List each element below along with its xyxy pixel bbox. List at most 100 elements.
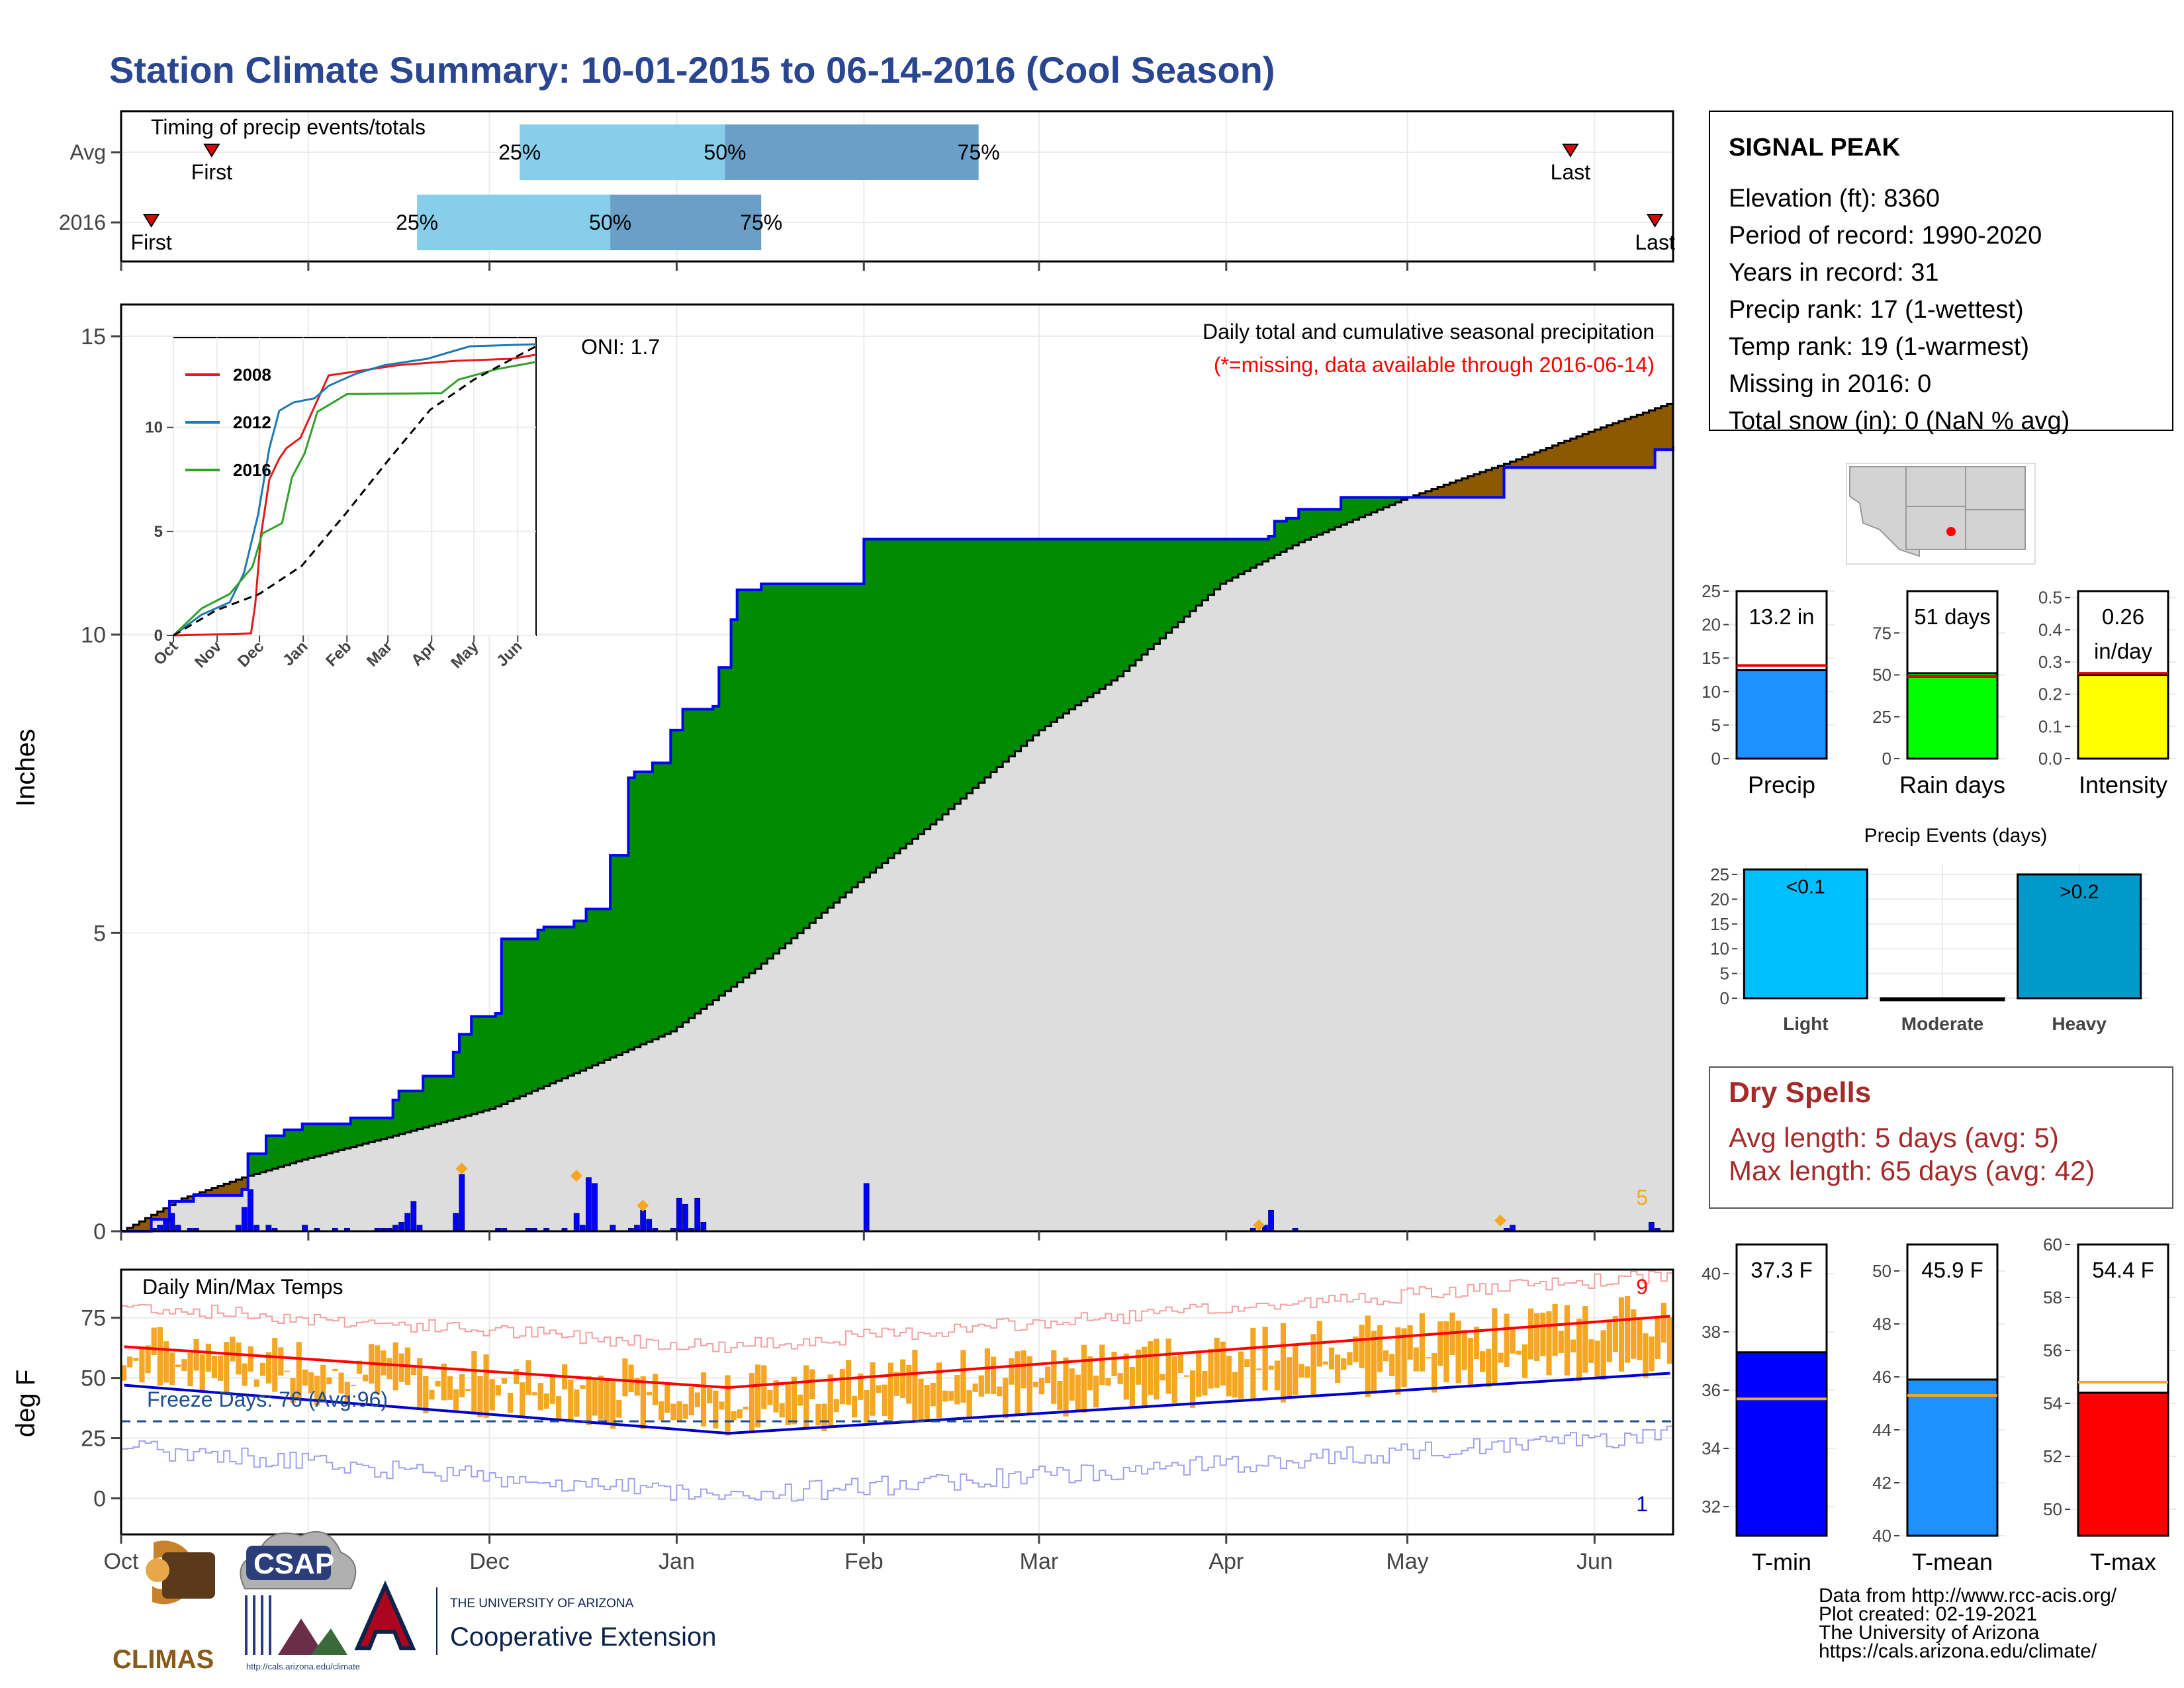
daily-precip-bar (573, 1213, 580, 1232)
stat-bar (1906, 1378, 1999, 1537)
precip-above-avg-area (423, 1076, 430, 1128)
precip-above-avg-area (676, 729, 684, 1027)
precip-above-avg-area (743, 590, 750, 978)
daily-temp-range-bar (1504, 1313, 1510, 1367)
daily-temp-range-bar (876, 1385, 882, 1393)
daily-temp-range-bar (1528, 1308, 1534, 1360)
daily-temp-range-bar (972, 1383, 978, 1392)
precip-above-avg-area (253, 1153, 261, 1174)
precip-above-avg-area (1099, 539, 1106, 689)
precip-below-avg-area (1443, 485, 1450, 498)
precip-above-avg-area (761, 584, 768, 964)
daily-temp-range-bar (514, 1369, 520, 1384)
stat-category-label: T-min (1752, 1548, 1811, 1575)
precip-above-avg-area (652, 763, 659, 1039)
stat-y-tick-label: 50 (1872, 665, 1891, 685)
cumulative-precip-panel: 0 5 10 15 Inches Daily total and cumulative… (11, 303, 1674, 1244)
stat-bar (1735, 1351, 1828, 1537)
timing-row-label: Avg (69, 140, 106, 164)
precip-above-avg-area (906, 539, 913, 844)
daily-temp-range-bar (659, 1401, 664, 1421)
precip-above-avg-area (1093, 539, 1100, 693)
daily-temp-range-bar (483, 1354, 489, 1418)
daily-temp-range-bar (205, 1343, 211, 1372)
precip-above-avg-area (338, 1123, 345, 1150)
record-min-line (121, 1425, 1673, 1502)
stat-category-label: T-max (2090, 1548, 2156, 1575)
daily-temp-range-bar (1123, 1353, 1129, 1400)
daily-temp-range-bar (429, 1389, 435, 1400)
precip-above-avg-area (284, 1129, 291, 1165)
daily-temp-range-bar (1443, 1321, 1449, 1383)
precip-above-avg-area (1328, 509, 1336, 530)
precip-above-avg-area (362, 1117, 369, 1144)
timing-first-marker (142, 214, 160, 228)
precip-above-avg-area (882, 539, 889, 863)
daily-temp-range-bar (1455, 1320, 1461, 1383)
daily-temp-range-bar (803, 1365, 809, 1430)
daily-temp-range-bar (507, 1393, 514, 1413)
daily-temp-range-bar (1069, 1368, 1075, 1401)
temp-y-tick-label: 50 (81, 1366, 106, 1391)
events-y-tick-label: 10 (1710, 939, 1729, 959)
precip-above-avg-area (265, 1135, 273, 1171)
precip-above-avg-area (670, 729, 678, 1032)
daily-temp-range-bar (1383, 1350, 1389, 1362)
precip-above-avg-area (622, 855, 629, 1053)
precip-above-avg-area (441, 1076, 448, 1123)
daily-temp-range-bar (1045, 1366, 1051, 1383)
timing-q50-label: 50% (589, 211, 631, 234)
inset-series-line (173, 353, 537, 637)
events-y-tick-label: 25 (1710, 865, 1729, 884)
precip-above-avg-area (1021, 539, 1028, 746)
daily-temp-range-bar (1232, 1372, 1238, 1398)
daily-temp-range-bar (242, 1363, 248, 1386)
daily-temp-range-bar (1099, 1344, 1105, 1385)
daily-temp-range-bar (224, 1342, 230, 1393)
record-max-line (121, 1270, 1673, 1354)
daily-temp-range-bar (1268, 1366, 1274, 1370)
precip-above-avg-area (1057, 539, 1064, 718)
daily-precip-bar (453, 1213, 459, 1232)
daily-temp-range-bar (537, 1383, 543, 1411)
daily-temp-range-bar (966, 1390, 972, 1419)
precip-above-avg-area (791, 584, 798, 939)
inset-legend-label: 2012 (233, 412, 271, 432)
daily-temp-range-bar (1643, 1333, 1649, 1378)
daily-temp-range-bar (670, 1403, 676, 1421)
timing-first-label: First (131, 230, 172, 254)
stat-y-tick-label: 40 (1872, 1526, 1891, 1546)
events-y-tick-label: 5 (1720, 964, 1729, 984)
precip-above-avg-area (1316, 509, 1324, 535)
daily-temp-range-bar (604, 1380, 610, 1425)
precip-above-avg-area (514, 939, 520, 1099)
precip-above-avg-area (1038, 539, 1046, 730)
precip-below-avg-area (1504, 463, 1511, 468)
daily-temp-range-bar (694, 1392, 701, 1407)
precip-above-avg-area (688, 709, 696, 1018)
daily-temp-range-bar (1081, 1344, 1087, 1413)
daily-temp-range-bar (1540, 1313, 1546, 1356)
daily-temp-range-bar (1087, 1356, 1093, 1391)
daily-temp-range-bar (1594, 1340, 1600, 1377)
daily-temp-range-bar (344, 1382, 350, 1405)
daily-temp-range-bar (290, 1378, 296, 1403)
daily-temp-range-bar (773, 1380, 779, 1413)
precip-above-avg-area (375, 1117, 381, 1141)
precip-above-avg-area (1196, 539, 1203, 606)
temp-y-tick-label: 0 (93, 1486, 106, 1511)
precip-above-avg-area (1148, 539, 1154, 649)
inset-x-tick-label: Dec (234, 637, 267, 671)
daily-temp-range-bar (1250, 1327, 1256, 1401)
temp-min-count: 1 (1636, 1492, 1648, 1516)
daily-temp-range-bar (495, 1385, 501, 1396)
precip-below-avg-area (1661, 406, 1668, 450)
daily-temp-range-bar (1625, 1295, 1631, 1363)
daily-temp-range-bar (1220, 1341, 1226, 1386)
precip-above-avg-area (640, 771, 647, 1045)
footer-credits: Data from http://www.rcc-acis.org/ Plot … (1819, 1585, 2117, 1662)
stat-y-tick-label: 48 (1872, 1314, 1891, 1334)
daily-temp-range-bar (833, 1399, 839, 1413)
daily-temp-range-bar (1419, 1313, 1425, 1372)
precip-above-avg-area (1183, 539, 1191, 617)
